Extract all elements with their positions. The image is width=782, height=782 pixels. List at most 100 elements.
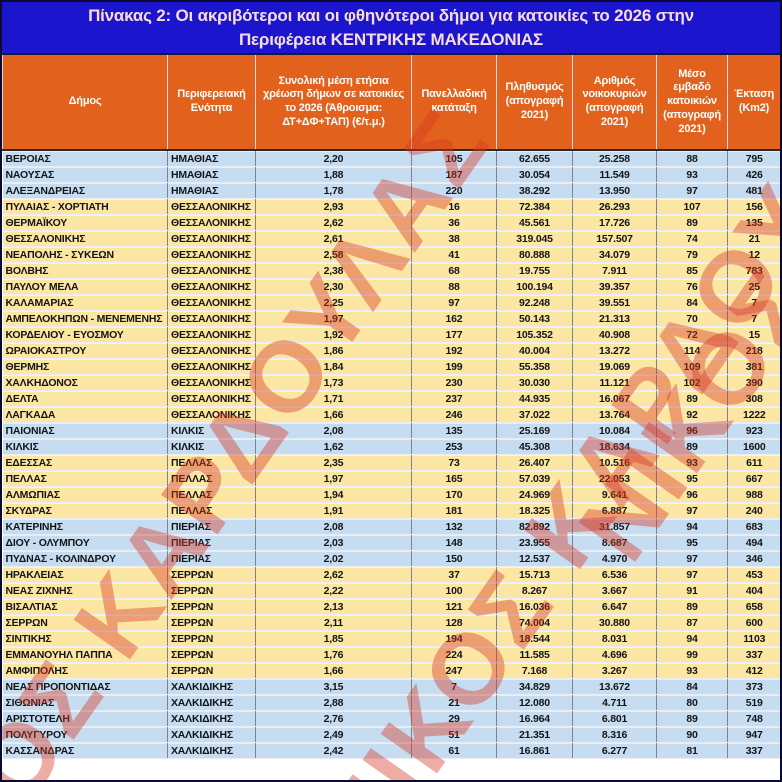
cell-katataxi: 165 xyxy=(411,470,497,487)
cell-noikokyria: 7.911 xyxy=(572,262,657,279)
cell-emvado: 93 xyxy=(656,166,728,183)
cell-ektasi: 21 xyxy=(727,230,780,247)
table-row: ΣΚΥΔΡΑΣ ΠΕΛΛΑΣ 1,91 181 18.325 6.887 97 240 xyxy=(2,502,780,519)
table-row: ΝΕΑΣ ΖΙΧΝΗΣ ΣΕΡΡΩΝ 2,22 100 8.267 3.667 91 404 xyxy=(2,582,780,599)
municipalities-table: Δήμος Περιφερειακή Ενότητα Συνολική μέση… xyxy=(2,55,780,759)
cell-ektasi: 783 xyxy=(727,262,780,279)
cell-dimos: ΑΛΜΩΠΙΑΣ xyxy=(2,486,168,503)
cell-katataxi: 36 xyxy=(411,214,497,231)
cell-noikokyria: 157.507 xyxy=(572,230,657,247)
cell-emvado: 72 xyxy=(656,326,728,343)
cell-emvado: 114 xyxy=(656,342,728,359)
cell-xreosi: 2,88 xyxy=(255,694,412,711)
cell-xreosi: 2,42 xyxy=(255,742,412,759)
col-header-dimos: Δήμος xyxy=(2,55,168,151)
cell-plithysmos: 12.537 xyxy=(496,550,573,567)
table-row: ΠΑΙΟΝΙΑΣ ΚΙΛΚΙΣ 2,08 135 25.169 10.084 96 923 xyxy=(2,422,780,439)
cell-xreosi: 1,66 xyxy=(255,662,412,679)
cell-dimos: ΧΑΛΚΗΔΟΝΟΣ xyxy=(2,374,168,391)
cell-enotita: ΗΜΑΘΙΑΣ xyxy=(167,182,256,199)
cell-emvado: 96 xyxy=(656,486,728,503)
cell-emvado: 89 xyxy=(656,390,728,407)
page-title: Πίνακας 2: Οι ακριβότεροι και οι φθηνότε… xyxy=(2,2,780,55)
cell-ektasi: 25 xyxy=(727,278,780,295)
cell-katataxi: 7 xyxy=(411,678,497,695)
cell-plithysmos: 55.358 xyxy=(496,358,573,375)
cell-xreosi: 1,71 xyxy=(255,390,412,407)
table-row: ΠΕΛΛΑΣ ΠΕΛΛΑΣ 1,97 165 57.039 22.053 95 667 xyxy=(2,470,780,487)
cell-enotita: ΠΕΛΛΑΣ xyxy=(167,502,256,519)
cell-katataxi: 100 xyxy=(411,582,497,599)
cell-noikokyria: 8.687 xyxy=(572,534,657,551)
cell-ektasi: 15 xyxy=(727,326,780,343)
cell-emvado: 107 xyxy=(656,198,728,215)
col-header-enotita: Περιφερειακή Ενότητα xyxy=(167,55,256,151)
cell-noikokyria: 4.711 xyxy=(572,694,657,711)
cell-noikokyria: 40.908 xyxy=(572,326,657,343)
cell-emvado: 99 xyxy=(656,646,728,663)
cell-emvado: 74 xyxy=(656,230,728,247)
cell-enotita: ΗΜΑΘΙΑΣ xyxy=(167,150,256,167)
table-row: ΚΑΛΑΜΑΡΙΑΣ ΘΕΣΣΑΛΟΝΙΚΗΣ 2,25 97 92.248 39.551… xyxy=(2,294,780,311)
cell-ektasi: 519 xyxy=(727,694,780,711)
cell-ektasi: 404 xyxy=(727,582,780,599)
cell-emvado: 94 xyxy=(656,518,728,535)
cell-katataxi: 37 xyxy=(411,566,497,583)
cell-emvado: 94 xyxy=(656,630,728,647)
cell-xreosi: 2,20 xyxy=(255,150,412,167)
table-row: ΕΜΜΑΝΟΥΗΛ ΠΑΠΠΑ ΣΕΡΡΩΝ 1,76 224 11.585 4.696 9… xyxy=(2,646,780,663)
table-row: ΚΑΤΕΡΙΝΗΣ ΠΙΕΡΙΑΣ 2,08 132 82.892 31.857 94 683 xyxy=(2,518,780,535)
cell-ektasi: 337 xyxy=(727,646,780,663)
cell-enotita: ΠΙΕΡΙΑΣ xyxy=(167,550,256,567)
cell-emvado: 90 xyxy=(656,726,728,743)
cell-katataxi: 148 xyxy=(411,534,497,551)
cell-xreosi: 2,62 xyxy=(255,566,412,583)
cell-noikokyria: 39.551 xyxy=(572,294,657,311)
cell-enotita: ΘΕΣΣΑΛΟΝΙΚΗΣ xyxy=(167,358,256,375)
cell-ektasi: 156 xyxy=(727,198,780,215)
cell-katataxi: 187 xyxy=(411,166,497,183)
cell-plithysmos: 26.407 xyxy=(496,454,573,471)
col-header-katataxi: Πανελλαδική κατάταξη xyxy=(411,55,497,151)
cell-katataxi: 105 xyxy=(411,150,497,167)
cell-noikokyria: 8.316 xyxy=(572,726,657,743)
cell-noikokyria: 3.667 xyxy=(572,582,657,599)
cell-noikokyria: 17.726 xyxy=(572,214,657,231)
cell-dimos: ΕΔΕΣΣΑΣ xyxy=(2,454,168,471)
cell-ektasi: 683 xyxy=(727,518,780,535)
table-row: ΛΑΓΚΑΔΑ ΘΕΣΣΑΛΟΝΙΚΗΣ 1,66 246 37.022 13.764 92… xyxy=(2,406,780,423)
cell-dimos: ΚΙΛΚΙΣ xyxy=(2,438,168,455)
cell-katataxi: 88 xyxy=(411,278,497,295)
cell-ektasi: 12 xyxy=(727,246,780,263)
cell-dimos: ΘΕΡΜΑΪΚΟΥ xyxy=(2,214,168,231)
cell-xreosi: 1,73 xyxy=(255,374,412,391)
table-row: ΕΔΕΣΣΑΣ ΠΕΛΛΑΣ 2,35 73 26.407 10.516 93 611 xyxy=(2,454,780,471)
cell-enotita: ΠΕΛΛΑΣ xyxy=(167,454,256,471)
cell-katataxi: 237 xyxy=(411,390,497,407)
cell-katataxi: 220 xyxy=(411,182,497,199)
cell-enotita: ΣΕΡΡΩΝ xyxy=(167,582,256,599)
cell-katataxi: 192 xyxy=(411,342,497,359)
cell-dimos: ΔΕΛΤΑ xyxy=(2,390,168,407)
table-row: ΠΥΛΑΙΑΣ - ΧΟΡΤΙΑΤΗ ΘΕΣΣΑΛΟΝΙΚΗΣ 2,93 16 72.3… xyxy=(2,198,780,215)
cell-ektasi: 611 xyxy=(727,454,780,471)
cell-noikokyria: 6.647 xyxy=(572,598,657,615)
cell-enotita: ΧΑΛΚΙΔΙΚΗΣ xyxy=(167,726,256,743)
cell-noikokyria: 11.121 xyxy=(572,374,657,391)
cell-katataxi: 246 xyxy=(411,406,497,423)
cell-emvado: 81 xyxy=(656,742,728,759)
cell-enotita: ΘΕΣΣΑΛΟΝΙΚΗΣ xyxy=(167,198,256,215)
page-title-line2: Περιφέρεια ΚΕΝΤΡΙΚΗΣ ΜΑΚΕΔΟΝΙΑΣ xyxy=(238,29,544,49)
cell-emvado: 89 xyxy=(656,214,728,231)
cell-xreosi: 2,13 xyxy=(255,598,412,615)
cell-xreosi: 2,08 xyxy=(255,518,412,535)
cell-dimos: ΗΡΑΚΛΕΙΑΣ xyxy=(2,566,168,583)
col-header-ektasi: Έκταση (Km2) xyxy=(727,55,780,151)
cell-emvado: 97 xyxy=(656,550,728,567)
cell-plithysmos: 7.168 xyxy=(496,662,573,679)
cell-xreosi: 2,61 xyxy=(255,230,412,247)
cell-dimos: ΑΜΦΙΠΟΛΗΣ xyxy=(2,662,168,679)
cell-plithysmos: 8.267 xyxy=(496,582,573,599)
cell-katataxi: 181 xyxy=(411,502,497,519)
cell-enotita: ΧΑΛΚΙΔΙΚΗΣ xyxy=(167,710,256,727)
